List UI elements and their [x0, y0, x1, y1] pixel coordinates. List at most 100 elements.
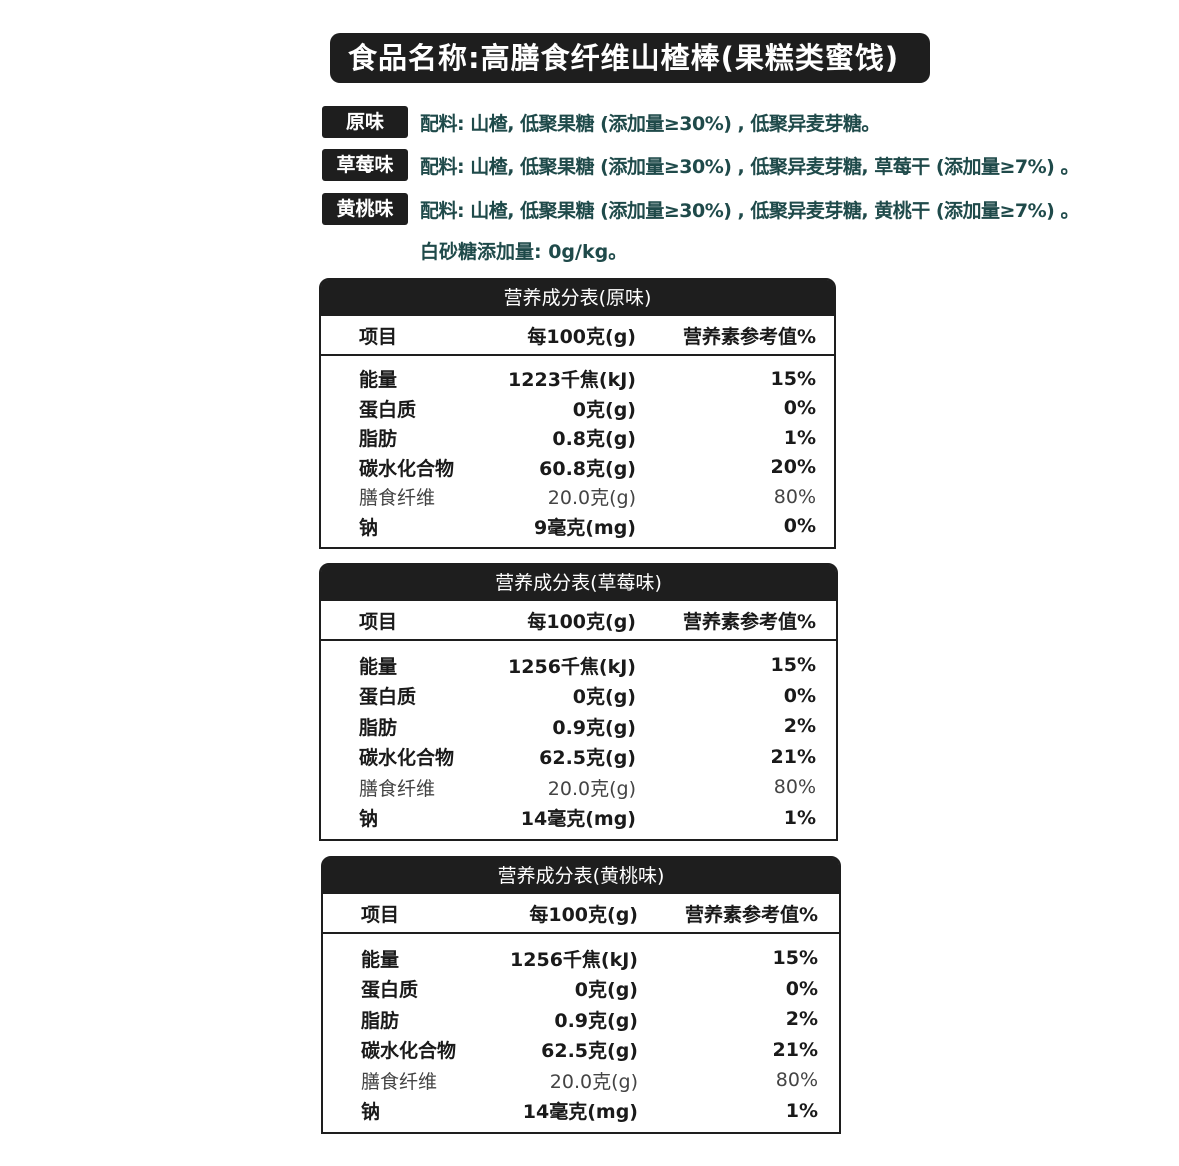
row-nrv: 20%	[770, 456, 816, 479]
row-nrv: 15%	[770, 367, 816, 390]
row-nrv: 80%	[775, 1069, 818, 1092]
row-value: 0.9克(g)	[554, 1009, 638, 1032]
table-row: 碳水化合物 62.5克(g) 21%	[323, 1035, 839, 1066]
row-nrv: 0%	[785, 977, 818, 1000]
row-value: 0.9克(g)	[552, 716, 636, 739]
table-row: 膳食纤维 20.0克(g) 80%	[321, 482, 834, 512]
table-row: 脂肪 0.8克(g) 1%	[321, 423, 834, 453]
row-value: 20.0克(g)	[547, 777, 636, 800]
row-value: 9毫克(mg)	[534, 516, 636, 539]
row-value: 20.0克(g)	[549, 1070, 638, 1093]
table-header-row: 项目 每100克(g) 营养素参考值%	[321, 601, 836, 641]
table-row: 钠 9毫克(mg) 0%	[321, 512, 834, 542]
flavor-tag-original: 原味	[322, 106, 408, 138]
ingredient-row-original: 原味 配料: 山楂, 低聚果糖 (添加量≥30%) , 低聚异麦芽糖。	[322, 105, 880, 139]
table-row: 蛋白质 0克(g) 0%	[321, 681, 836, 712]
flavor-tag-strawberry: 草莓味	[322, 149, 408, 181]
row-nrv: 21%	[772, 1038, 818, 1061]
nutrition-table-original: 营养成分表(原味) 项目 每100克(g) 营养素参考值% 能量 1223千焦(k…	[319, 278, 836, 549]
table-title: 营养成分表(原味)	[321, 280, 834, 316]
row-label: 钠	[359, 808, 379, 831]
ingredient-row-peach: 黄桃味 配料: 山楂, 低聚果糖 (添加量≥30%) , 低聚异麦芽糖, 黄桃干…	[322, 192, 1079, 226]
row-nrv: 15%	[770, 654, 816, 677]
product-name-banner: 食品名称:高膳食纤维山楂棒(果糕类蜜饯)	[330, 33, 930, 83]
row-nrv: 1%	[783, 806, 816, 829]
row-label: 膳食纤维	[361, 1070, 438, 1093]
row-label: 能量	[359, 655, 398, 678]
row-label: 能量	[361, 948, 400, 971]
row-label: 钠	[359, 516, 379, 539]
row-value: 1223千焦(kJ)	[508, 369, 636, 392]
header-per100g: 每100克(g)	[527, 610, 636, 633]
table-row: 钠 14毫克(mg) 1%	[323, 1096, 839, 1127]
row-label: 钠	[361, 1101, 381, 1124]
ingredient-row-strawberry: 草莓味 配料: 山楂, 低聚果糖 (添加量≥30%) , 低聚异麦芽糖, 草莓干…	[322, 148, 1079, 182]
table-row: 蛋白质 0克(g) 0%	[323, 974, 839, 1005]
row-label: 脂肪	[359, 716, 398, 739]
table-row: 蛋白质 0克(g) 0%	[321, 394, 834, 424]
table-row: 脂肪 0.9克(g) 2%	[321, 711, 836, 742]
header-item: 项目	[361, 903, 400, 926]
table-header-row: 项目 每100克(g) 营养素参考值%	[323, 894, 839, 934]
table-row: 脂肪 0.9克(g) 2%	[323, 1004, 839, 1035]
row-value: 60.8克(g)	[539, 457, 636, 480]
table-row: 碳水化合物 62.5克(g) 21%	[321, 742, 836, 773]
table-row: 能量 1223千焦(kJ) 15%	[321, 364, 834, 394]
header-nrv: 营养素参考值%	[682, 610, 816, 633]
row-label: 碳水化合物	[359, 457, 455, 480]
row-nrv: 15%	[772, 947, 818, 970]
row-nrv: 1%	[783, 426, 816, 449]
row-nrv: 0%	[783, 397, 816, 420]
header-per100g: 每100克(g)	[527, 325, 636, 348]
table-title: 营养成分表(黄桃味)	[323, 858, 839, 894]
row-value: 0克(g)	[572, 398, 636, 421]
row-label: 脂肪	[359, 428, 398, 451]
table-row: 能量 1256千焦(kJ) 15%	[323, 943, 839, 974]
header-nrv: 营养素参考值%	[682, 325, 816, 348]
table-row: 膳食纤维 20.0克(g) 80%	[323, 1065, 839, 1096]
nutrition-table-peach: 营养成分表(黄桃味) 项目 每100克(g) 营养素参考值% 能量 1256千焦(…	[321, 856, 841, 1134]
row-value: 1256千焦(kJ)	[508, 655, 636, 678]
row-value: 62.5克(g)	[539, 747, 636, 770]
row-nrv: 2%	[783, 715, 816, 738]
nutrition-table-strawberry: 营养成分表(草莓味) 项目 每100克(g) 营养素参考值% 能量 1256千焦(…	[319, 563, 838, 841]
header-item: 项目	[359, 610, 398, 633]
row-label: 膳食纤维	[359, 777, 436, 800]
table-row: 碳水化合物 60.8克(g) 20%	[321, 453, 834, 483]
header-per100g: 每100克(g)	[529, 903, 638, 926]
ingredient-text-strawberry: 配料: 山楂, 低聚果糖 (添加量≥30%) , 低聚异麦芽糖, 草莓干 (添加…	[420, 155, 1079, 178]
header-nrv: 营养素参考值%	[684, 903, 818, 926]
row-label: 蛋白质	[359, 686, 417, 709]
row-value: 62.5克(g)	[541, 1040, 638, 1063]
row-label: 碳水化合物	[361, 1040, 457, 1063]
ingredient-text-original: 配料: 山楂, 低聚果糖 (添加量≥30%) , 低聚异麦芽糖。	[420, 112, 880, 135]
row-nrv: 80%	[773, 485, 816, 508]
row-nrv: 21%	[770, 745, 816, 768]
ingredient-text-peach: 配料: 山楂, 低聚果糖 (添加量≥30%) , 低聚异麦芽糖, 黄桃干 (添加…	[420, 199, 1079, 222]
sugar-note: 白砂糖添加量: 0g/kg。	[420, 241, 628, 263]
table-header-row: 项目 每100克(g) 营养素参考值%	[321, 316, 834, 356]
table-row: 膳食纤维 20.0克(g) 80%	[321, 772, 836, 803]
row-value: 0克(g)	[574, 979, 638, 1002]
row-label: 膳食纤维	[359, 487, 436, 510]
row-label: 脂肪	[361, 1009, 400, 1032]
header-item: 项目	[359, 325, 398, 348]
row-label: 能量	[359, 369, 398, 392]
row-label: 蛋白质	[361, 979, 419, 1002]
table-row: 能量 1256千焦(kJ) 15%	[321, 650, 836, 681]
row-nrv: 1%	[785, 1099, 818, 1122]
table-title: 营养成分表(草莓味)	[321, 565, 836, 601]
row-value: 14毫克(mg)	[520, 808, 636, 831]
row-nrv: 0%	[783, 684, 816, 707]
row-value: 0.8克(g)	[552, 428, 636, 451]
row-value: 20.0克(g)	[547, 487, 636, 510]
row-value: 1256千焦(kJ)	[510, 948, 638, 971]
row-nrv: 2%	[785, 1008, 818, 1031]
row-label: 蛋白质	[359, 398, 417, 421]
row-nrv: 0%	[783, 515, 816, 538]
table-row: 钠 14毫克(mg) 1%	[321, 803, 836, 834]
row-label: 碳水化合物	[359, 747, 455, 770]
row-value: 0克(g)	[572, 686, 636, 709]
row-value: 14毫克(mg)	[522, 1101, 638, 1124]
row-nrv: 80%	[773, 776, 816, 799]
